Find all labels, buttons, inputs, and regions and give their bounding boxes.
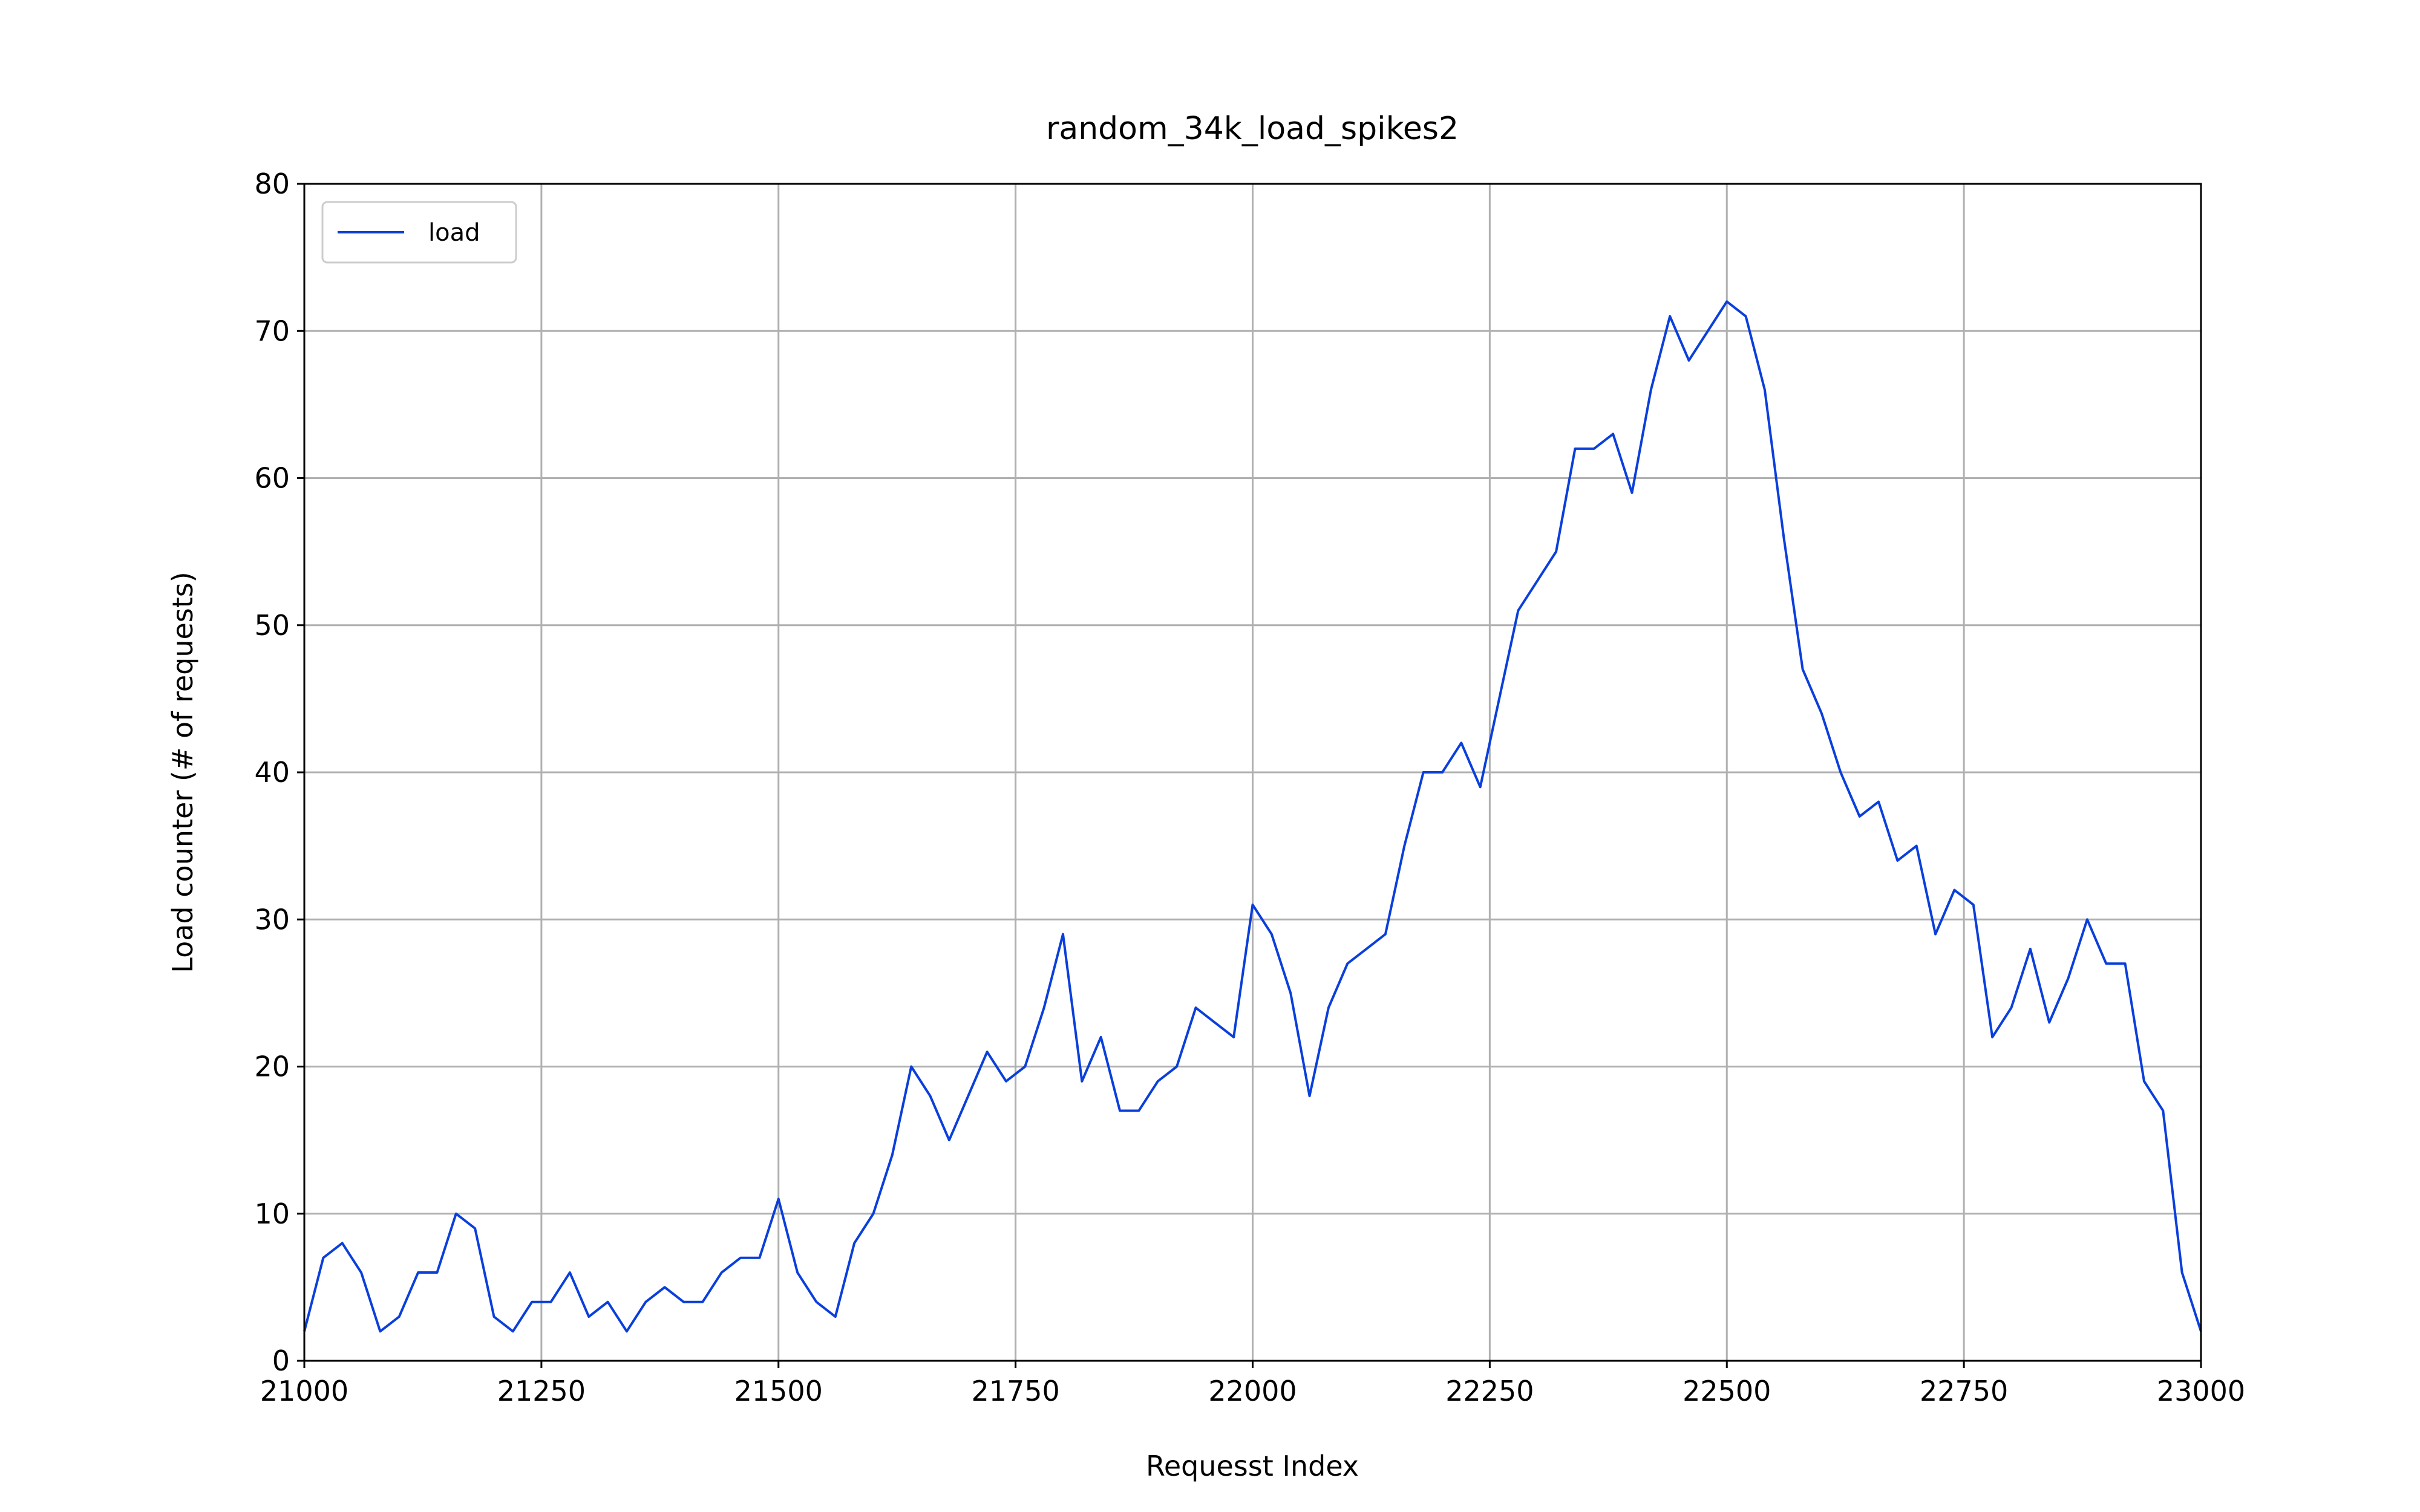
x-axis-label: Requesst Index	[1146, 1450, 1359, 1482]
y-tick-label: 40	[254, 756, 290, 789]
line	[303, 300, 2202, 1333]
plot-frame	[303, 183, 2202, 1362]
y-tick-label: 30	[254, 903, 290, 936]
x-tick-label: 23000	[2157, 1375, 2245, 1407]
x-tick-label: 21250	[497, 1375, 586, 1407]
y-tick-label: 20	[254, 1051, 290, 1083]
x-tick-label: 21500	[734, 1375, 823, 1407]
x-tick-label: 22250	[1445, 1375, 1534, 1407]
y-axis-label: Load counter (# of requests)	[166, 572, 199, 973]
x-tick-label: 22500	[1683, 1375, 1771, 1407]
legend-label: load	[428, 219, 480, 247]
y-tick-label: 70	[254, 314, 290, 347]
y-tick-label: 0	[272, 1344, 290, 1377]
x-tick-label: 21000	[260, 1375, 348, 1407]
chart-title: random_34k_load_spikes2	[1046, 111, 1459, 147]
y-tick-label: 50	[254, 609, 290, 642]
x-tick-label: 22750	[1920, 1375, 2008, 1407]
y-tick-label: 10	[254, 1198, 290, 1230]
x-tick-label: 22000	[1208, 1375, 1297, 1407]
y-tick-label: 60	[254, 462, 290, 495]
y-tick-label: 80	[254, 168, 290, 200]
x-tick-label: 21750	[971, 1375, 1059, 1407]
legend-box	[321, 201, 517, 264]
